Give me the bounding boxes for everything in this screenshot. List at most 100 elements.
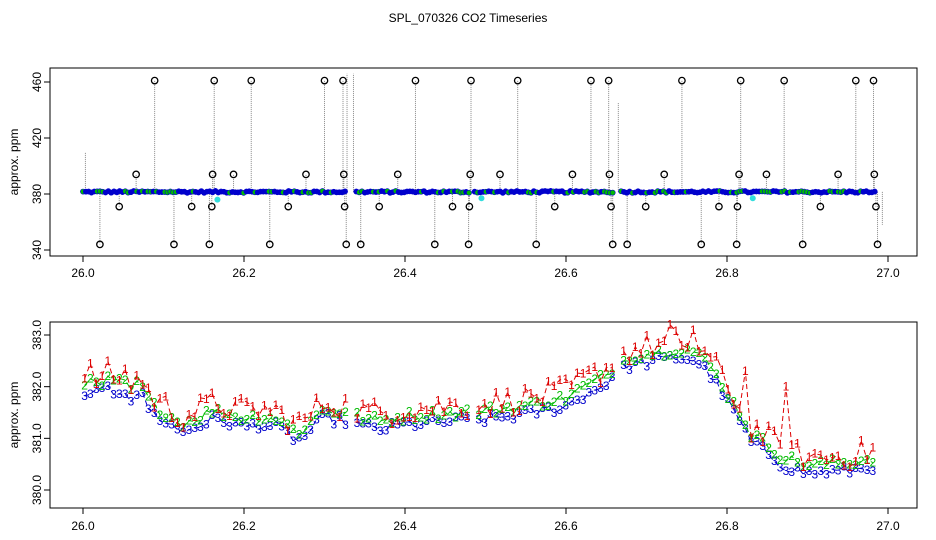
series-point-2: 2	[806, 459, 813, 473]
series-point-2: 2	[788, 449, 795, 463]
outlier-point	[210, 76, 219, 85]
series-point-2: 2	[139, 380, 146, 394]
outlier-point	[605, 170, 614, 179]
series-point-3: 3	[812, 467, 819, 481]
outlier-point	[623, 240, 632, 249]
baseline-point	[342, 188, 348, 195]
x-tick-label-top: 26.0	[71, 266, 95, 280]
series-point-3: 3	[817, 464, 824, 478]
series-point-3: 3	[562, 399, 569, 413]
series-point-2: 2	[116, 372, 123, 386]
series-point-1: 1	[586, 363, 593, 377]
series-point-1: 1	[846, 460, 853, 474]
series-point-3: 3	[128, 394, 135, 408]
outlier-point	[733, 202, 742, 211]
series-point-1: 1	[649, 348, 656, 362]
series-point-1: 1	[562, 372, 569, 386]
series-point-2: 2	[539, 399, 546, 413]
x-tick-label-bottom: 26.2	[232, 519, 256, 533]
series-line-3	[478, 376, 613, 424]
series-point-3: 3	[667, 349, 674, 363]
series-point-2: 2	[354, 405, 361, 419]
series-point-3: 3	[197, 420, 204, 434]
series-point-2: 2	[609, 367, 616, 381]
series-point-3: 3	[765, 448, 772, 462]
series-point-1: 1	[273, 398, 280, 412]
series-point-3: 3	[441, 416, 448, 430]
series-point-2: 2	[591, 372, 598, 386]
series-point-3: 3	[672, 353, 679, 367]
series-point-2: 2	[394, 410, 401, 424]
series-point-3: 3	[423, 414, 430, 428]
series-point-2: 2	[441, 408, 448, 422]
series-point-3: 3	[93, 382, 100, 396]
series-point-1: 1	[81, 372, 88, 386]
series-point-1: 1	[493, 386, 500, 400]
series-point-1: 1	[800, 460, 807, 474]
series-point-1: 1	[748, 432, 755, 446]
series-point-3: 3	[168, 417, 175, 431]
series-point-1: 1	[330, 406, 337, 420]
series-point-1: 1	[255, 409, 262, 423]
series-point-2: 2	[736, 409, 743, 423]
outlier-point	[715, 202, 723, 211]
series-point-1: 1	[307, 409, 314, 423]
series-point-3: 3	[203, 417, 210, 431]
series-point-3: 3	[707, 372, 714, 386]
outlier-point	[678, 76, 686, 85]
series-point-1: 1	[139, 378, 146, 392]
outlier-point	[568, 170, 577, 179]
series-point-1: 1	[110, 373, 117, 387]
series-point-3: 3	[157, 414, 164, 428]
series-point-2: 2	[162, 411, 169, 425]
series-point-1: 1	[249, 399, 256, 413]
series-point-3: 3	[736, 414, 743, 428]
series-point-2: 2	[423, 412, 430, 426]
series-point-3: 3	[794, 460, 801, 474]
series-point-1: 1	[104, 354, 111, 368]
y-axis-label-top: approx. ppm	[7, 129, 21, 196]
series-point-2: 2	[748, 431, 755, 445]
outlier-point	[607, 202, 615, 211]
series-point-3: 3	[568, 395, 575, 409]
series-point-2: 2	[458, 405, 465, 419]
cyan-marker	[478, 195, 485, 202]
series-point-3: 3	[162, 416, 169, 430]
series-point-2: 2	[284, 417, 291, 431]
series-point-2: 2	[296, 428, 303, 442]
series-point-2: 2	[568, 387, 575, 401]
y-tick-label-bottom: 380.0	[30, 475, 44, 505]
series-point-3: 3	[858, 462, 865, 476]
series-point-1: 1	[313, 391, 320, 405]
series-line-3	[356, 416, 468, 432]
x-tick-label-bottom: 26.4	[393, 519, 417, 533]
series-point-1: 1	[661, 334, 668, 348]
series-point-3: 3	[307, 423, 314, 437]
series-point-3: 3	[220, 416, 227, 430]
series-point-1: 1	[226, 409, 233, 423]
series-point-1: 1	[736, 402, 743, 416]
series-point-1: 1	[725, 382, 732, 396]
series-point-2: 2	[725, 392, 732, 406]
outlier-point	[869, 76, 878, 85]
series-point-3: 3	[701, 359, 708, 373]
outlier-point	[339, 170, 348, 179]
series-point-3: 3	[244, 420, 251, 434]
series-point-2: 2	[278, 415, 285, 429]
series-point-1: 1	[296, 409, 303, 423]
outlier-point	[342, 240, 351, 249]
outlier-point	[798, 240, 807, 249]
series-point-1: 1	[116, 374, 123, 388]
series-point-1: 1	[186, 408, 193, 422]
series-point-3: 3	[99, 381, 106, 395]
series-point-1: 1	[290, 413, 297, 427]
series-point-3: 3	[713, 373, 720, 387]
series-point-2: 2	[87, 372, 94, 386]
series-point-1: 1	[99, 369, 106, 383]
series-point-3: 3	[591, 384, 598, 398]
series-point-3: 3	[499, 410, 506, 424]
cyan-marker	[749, 195, 756, 202]
series-point-1: 1	[365, 401, 372, 415]
outlier-point	[604, 76, 613, 85]
series-point-3: 3	[238, 416, 245, 430]
